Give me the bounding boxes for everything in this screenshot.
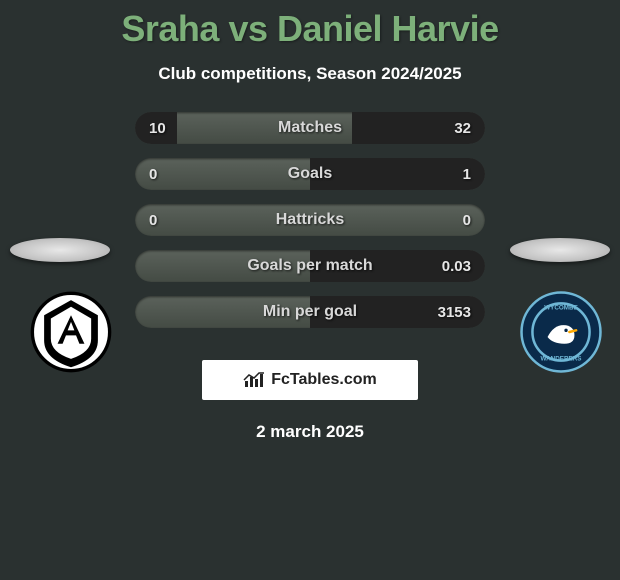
stat-value-right: 0.03 xyxy=(442,250,471,282)
stat-row: Matches10 32 xyxy=(135,112,485,144)
svg-text:WANDERERS: WANDERERS xyxy=(541,356,582,363)
stat-label: Matches xyxy=(135,112,485,144)
stat-row: Hattricks0 0 xyxy=(135,204,485,236)
club-badge-right: WYCOMBE WANDERERS xyxy=(512,290,610,374)
stat-row: Min per goal3153 xyxy=(135,296,485,328)
watermark: FcTables.com xyxy=(202,360,418,400)
page-title: Sraha vs Daniel Harvie xyxy=(0,0,620,50)
watermark-text: FcTables.com xyxy=(271,371,377,389)
stat-label: Hattricks xyxy=(135,204,485,236)
subtitle: Club competitions, Season 2024/2025 xyxy=(0,64,620,84)
chart-icon xyxy=(243,371,265,389)
stat-value-right: 32 xyxy=(454,112,471,144)
stat-value-left: 10 xyxy=(149,112,166,144)
stat-value-right: 3153 xyxy=(438,296,471,328)
stat-value-right: 0 xyxy=(463,204,471,236)
stat-label: Goals per match xyxy=(135,250,485,282)
comparison-panel: WYCOMBE WANDERERS Matches1032Goals01Hatt… xyxy=(0,112,620,342)
player-marker-right xyxy=(510,238,610,262)
stat-value-left: 0 xyxy=(149,158,157,190)
player-marker-left xyxy=(10,238,110,262)
date-label: 2 march 2025 xyxy=(0,422,620,442)
stat-label: Goals xyxy=(135,158,485,190)
club-badge-left xyxy=(22,290,120,374)
stat-value-right: 1 xyxy=(463,158,471,190)
svg-text:WYCOMBE: WYCOMBE xyxy=(544,304,578,311)
stat-rows: Matches1032Goals01Hattricks00Goals per m… xyxy=(135,112,485,342)
stat-value-left: 0 xyxy=(149,204,157,236)
stat-row: Goals per match0.03 xyxy=(135,250,485,282)
stat-row: Goals0 1 xyxy=(135,158,485,190)
stat-label: Min per goal xyxy=(135,296,485,328)
